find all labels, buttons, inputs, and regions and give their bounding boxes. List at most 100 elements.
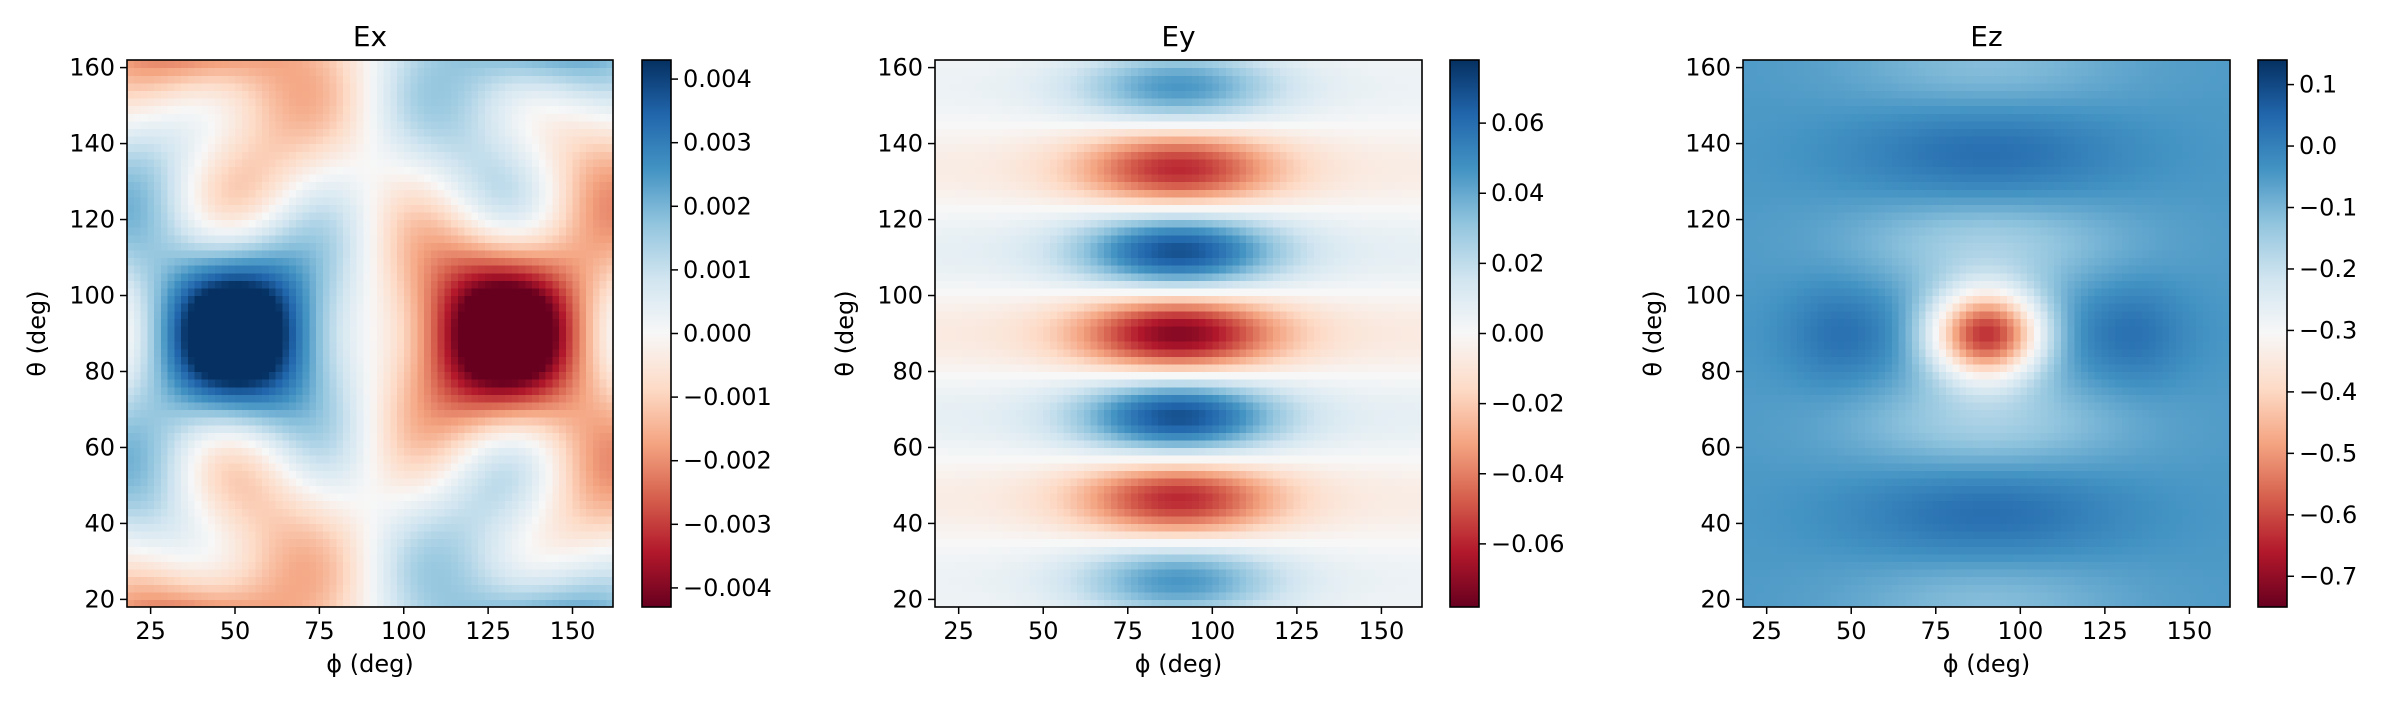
heatmap-cell	[525, 348, 533, 357]
heatmap-cell	[397, 409, 405, 418]
heatmap-cell	[484, 151, 493, 160]
heatmap-cell	[572, 599, 580, 608]
heatmap-cell	[518, 90, 526, 99]
heatmap-cell	[302, 90, 310, 99]
heatmap-cell	[194, 234, 202, 243]
heatmap-cell	[471, 227, 479, 236]
heatmap-cell	[525, 257, 533, 266]
heatmap-cell	[592, 515, 601, 525]
heatmap-cell	[201, 82, 209, 91]
heatmap-cell	[444, 561, 452, 570]
heatmap-cell	[140, 219, 148, 228]
heatmap-cell	[572, 455, 580, 464]
heatmap-cell	[545, 447, 553, 456]
heatmap-cell	[302, 333, 310, 342]
heatmap-cell	[586, 455, 594, 464]
heatmap-cell	[518, 485, 526, 494]
heatmap-cell	[187, 181, 196, 190]
heatmap-cell	[282, 287, 290, 297]
heatmap-cell	[133, 90, 142, 99]
heatmap-cell	[275, 394, 283, 403]
heatmap-cell	[410, 249, 418, 259]
heatmap-cell	[214, 447, 223, 456]
heatmap-cell	[322, 508, 331, 517]
heatmap-cell	[565, 234, 574, 243]
heatmap-cell	[316, 295, 324, 304]
heatmap-cell	[586, 447, 594, 456]
heatmap-cell	[424, 417, 432, 426]
heatmap-cell	[208, 265, 216, 274]
heatmap-cell	[424, 576, 432, 585]
heatmap-cell	[187, 371, 196, 380]
heatmap-cell	[370, 249, 378, 259]
heatmap-cell	[478, 97, 486, 107]
heatmap-cell	[424, 379, 432, 388]
heatmap-cell	[208, 386, 216, 395]
heatmap-cell	[397, 356, 405, 365]
heatmap-cell	[437, 295, 445, 304]
heatmap-cell	[309, 189, 317, 198]
heatmap-cell	[464, 546, 472, 555]
heatmap-cell	[559, 348, 567, 357]
heatmap-cell	[511, 257, 520, 266]
heatmap-cell	[397, 303, 405, 312]
heatmap-cell	[437, 493, 445, 502]
heatmap-cell	[316, 386, 324, 395]
heatmap-cell	[268, 242, 277, 251]
heatmap-cell	[363, 135, 371, 145]
heatmap-cell	[187, 325, 196, 335]
heatmap-cell	[160, 591, 169, 601]
heatmap-cell	[403, 196, 412, 205]
heatmap-cell	[187, 424, 196, 433]
heatmap-cell	[478, 90, 486, 99]
heatmap-cell	[363, 272, 371, 281]
heatmap-cell	[133, 386, 142, 395]
heatmap-cell	[154, 234, 162, 243]
heatmap-cell	[457, 204, 466, 213]
heatmap-cell	[235, 143, 243, 152]
heatmap-cell	[167, 432, 175, 441]
heatmap-cell	[309, 379, 317, 388]
heatmap-cell	[248, 356, 256, 365]
heatmap-cell	[370, 97, 378, 107]
heatmap-cell	[363, 341, 371, 350]
heatmap-cell	[147, 409, 155, 418]
heatmap-cell	[140, 356, 148, 365]
heatmap-cell	[235, 432, 243, 441]
heatmap-cell	[478, 143, 486, 152]
heatmap-cell	[275, 591, 283, 601]
heatmap-cell	[545, 257, 553, 266]
heatmap-cell	[268, 576, 277, 585]
heatmap-cell	[214, 500, 223, 509]
heatmap-cell	[498, 135, 506, 145]
heatmap-cell	[268, 569, 277, 578]
heatmap-cell	[586, 310, 594, 319]
heatmap-cell	[532, 470, 540, 479]
heatmap-cell	[478, 363, 486, 373]
heatmap-cell	[316, 151, 324, 160]
heatmap-cell	[363, 561, 371, 570]
heatmap-cell	[194, 409, 202, 418]
heatmap-cell	[586, 424, 594, 433]
heatmap-cell	[349, 227, 358, 236]
heatmap-cell	[140, 242, 148, 251]
heatmap-cell	[201, 409, 209, 418]
heatmap-cell	[538, 508, 547, 517]
heatmap-cell	[133, 348, 142, 357]
heatmap-cell	[248, 151, 256, 160]
heatmap-cell	[565, 515, 574, 525]
heatmap-cell	[174, 234, 182, 243]
heatmap-cell	[248, 485, 256, 494]
heatmap-cell	[147, 303, 155, 312]
heatmap-cell	[451, 576, 459, 585]
heatmap-cell	[417, 242, 425, 251]
heatmap-cell	[383, 242, 391, 251]
heatmap-cell	[538, 417, 547, 426]
heatmap-cell	[451, 348, 459, 357]
heatmap-cell	[606, 462, 614, 471]
heatmap-cell	[248, 515, 256, 525]
heatmap-cell	[586, 379, 594, 388]
heatmap-cell	[160, 303, 169, 312]
heatmap-cell	[444, 569, 452, 578]
heatmap-cell	[511, 538, 520, 547]
